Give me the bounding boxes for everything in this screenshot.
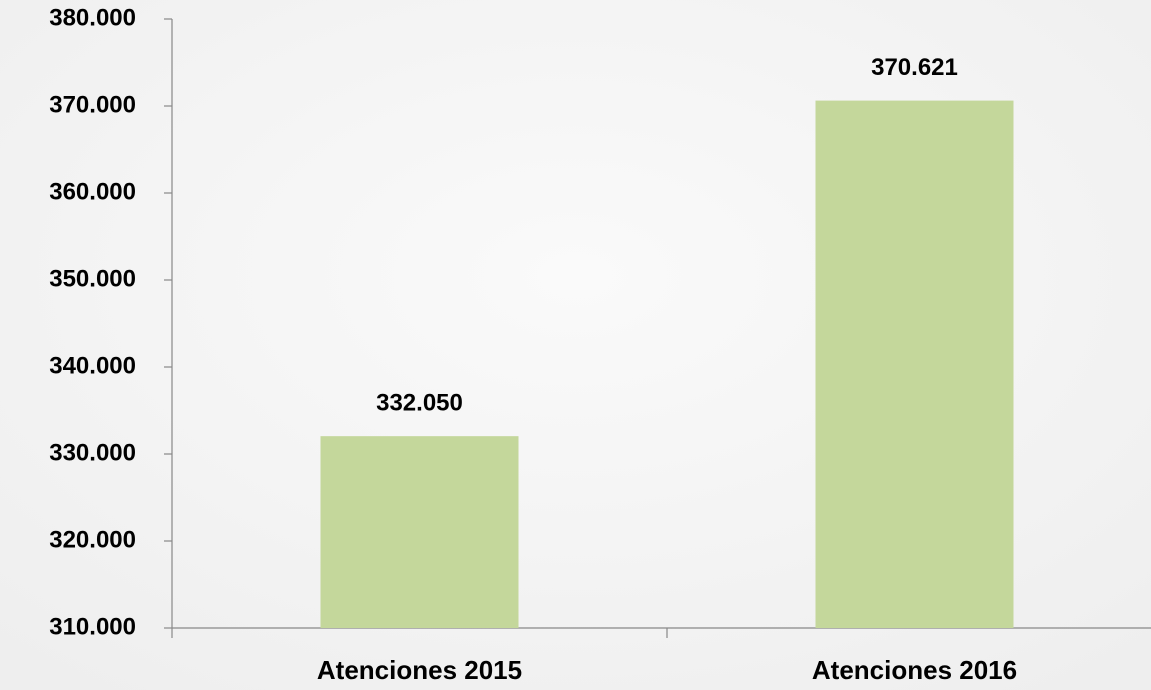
data-label: 332.050 [376,390,463,417]
y-tick-label: 340.000 [49,352,136,379]
y-tick-label: 360.000 [49,178,136,205]
data-label: 370.621 [871,54,958,81]
x-tick-label: Atenciones 2016 [812,655,1017,685]
y-tick-label: 380.000 [49,4,136,31]
y-tick-label: 310.000 [49,613,136,640]
y-tick-label: 320.000 [49,526,136,553]
y-tick-label: 370.000 [49,91,136,118]
x-tick-label: Atenciones 2015 [317,655,522,685]
bar [320,436,519,628]
y-tick-label: 330.000 [49,439,136,466]
bar [815,100,1014,629]
y-tick-label: 350.000 [49,265,136,292]
